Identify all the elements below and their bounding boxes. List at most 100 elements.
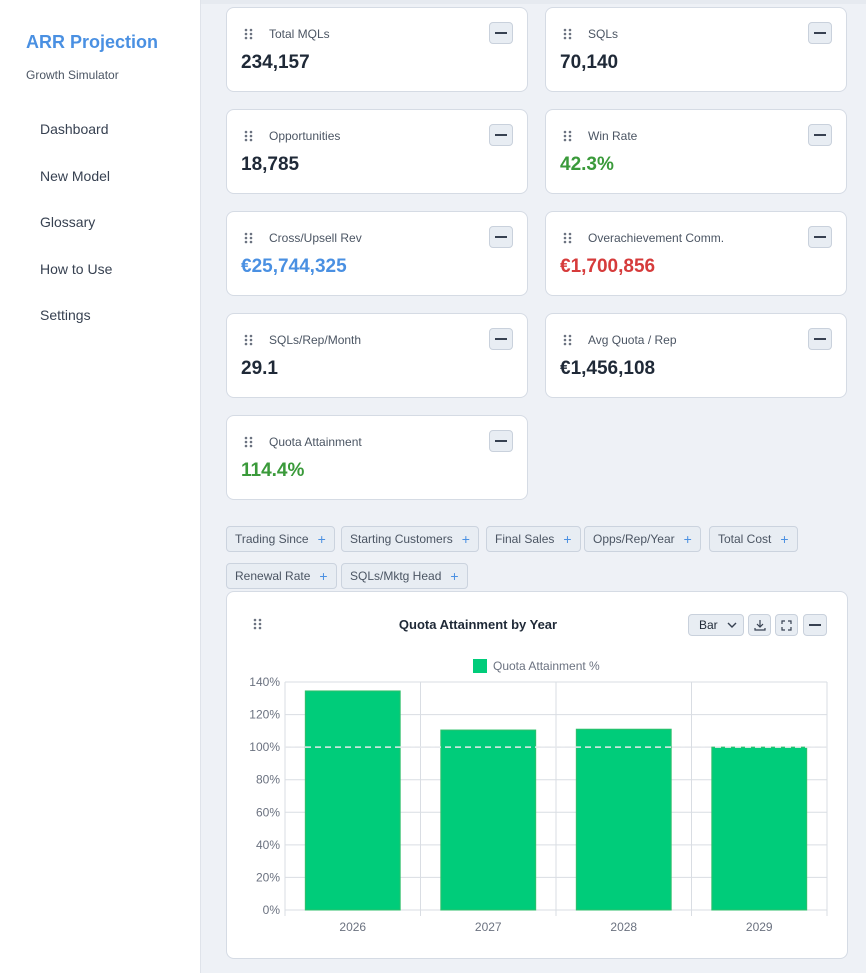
minimize-button[interactable]	[808, 328, 832, 350]
metric-card-avg-quota-rep: Avg Quota / Rep €1,456,108	[545, 313, 847, 398]
chip-label: Trading Since	[235, 532, 309, 546]
y-tick-label: 40%	[256, 838, 280, 852]
chart-type-value: Bar	[699, 618, 718, 632]
bar	[304, 690, 401, 911]
download-icon	[753, 620, 766, 631]
metric-value: 18,785	[241, 154, 300, 175]
minus-icon	[814, 338, 826, 340]
plus-icon: +	[450, 568, 459, 584]
minus-icon	[495, 134, 507, 136]
metric-label: SQLs/Rep/Month	[269, 333, 362, 347]
drag-handle-icon[interactable]	[244, 28, 254, 40]
y-tick-label: 140%	[249, 675, 280, 689]
drag-handle-icon[interactable]	[244, 334, 254, 346]
sidebar-item-glossary[interactable]: Glossary	[40, 214, 96, 230]
minimize-button[interactable]	[808, 226, 832, 248]
fullscreen-icon	[781, 619, 792, 631]
minimize-button[interactable]	[489, 328, 513, 350]
minimize-button[interactable]	[803, 614, 827, 636]
minimize-button[interactable]	[489, 124, 513, 146]
bar	[440, 729, 537, 911]
plus-icon: +	[461, 531, 470, 547]
sidebar-nav: Dashboard New Model Glossary How to Use …	[40, 121, 112, 354]
metric-value: 234,157	[241, 52, 310, 73]
minus-icon	[809, 624, 821, 626]
x-tick-label: 2029	[746, 920, 773, 934]
metric-card-win-rate: Win Rate 42.3%	[545, 109, 847, 194]
plus-icon: +	[683, 531, 692, 547]
metric-card-sqls: SQLs 70,140	[545, 7, 847, 92]
minimize-button[interactable]	[808, 22, 832, 44]
metric-card-total-mqls: Total MQLs 234,157	[226, 7, 528, 92]
minus-icon	[495, 236, 507, 238]
minimize-button[interactable]	[489, 22, 513, 44]
add-metric-chip-sqls-mktg-head[interactable]: SQLs/Mktg Head +	[341, 563, 468, 589]
metric-value: 42.3%	[560, 154, 614, 175]
sidebar-item-how-to-use[interactable]: How to Use	[40, 260, 113, 277]
x-tick-label: 2026	[339, 920, 366, 934]
minus-icon	[495, 32, 507, 34]
metric-card-quota-attainment: Quota Attainment 114.4%	[226, 415, 528, 500]
minimize-button[interactable]	[489, 430, 513, 452]
drag-handle-icon[interactable]	[244, 130, 254, 142]
add-metric-chip-renewal-rate[interactable]: Renewal Rate +	[226, 563, 337, 589]
bar	[711, 746, 808, 911]
drag-handle-icon[interactable]	[563, 130, 573, 142]
metric-card-sqls-rep-month: SQLs/Rep/Month 29.1	[226, 313, 528, 398]
plus-icon: +	[780, 531, 789, 547]
chevron-down-icon	[727, 622, 737, 628]
metric-label: SQLs	[588, 27, 619, 41]
plus-icon: +	[319, 568, 328, 584]
add-metric-chip-final-sales[interactable]: Final Sales +	[486, 526, 581, 552]
x-tick-label: 2027	[475, 920, 502, 934]
y-tick-label: 20%	[256, 870, 280, 884]
chip-label: Total Cost	[718, 532, 772, 546]
metric-card-cross-upsell-rev: Cross/Upsell Rev €25,744,325	[226, 211, 528, 296]
drag-handle-icon[interactable]	[253, 618, 263, 630]
y-tick-label: 100%	[249, 740, 280, 754]
fullscreen-button[interactable]	[775, 614, 798, 636]
drag-handle-icon[interactable]	[563, 334, 573, 346]
metric-card-overachievement-comm: Overachievement Comm. €1,700,856	[545, 211, 847, 296]
add-metric-chip-starting-customers[interactable]: Starting Customers +	[341, 526, 479, 552]
chip-label: SQLs/Mktg Head	[350, 569, 442, 583]
chart-type-select[interactable]: Bar	[688, 614, 744, 636]
metric-value: €1,700,856	[560, 256, 656, 277]
minus-icon	[814, 134, 826, 136]
metric-label: Win Rate	[588, 129, 638, 143]
metric-label: Overachievement Comm.	[588, 231, 725, 245]
sidebar-item-new-model[interactable]: New Model	[40, 167, 111, 184]
metric-value: 29.1	[241, 358, 278, 379]
chart-card: Quota Attainment by Year Bar 0% 20% 40% 60%…	[226, 591, 848, 959]
plus-icon: +	[563, 531, 572, 547]
y-tick-label: 80%	[256, 773, 280, 787]
drag-handle-icon[interactable]	[563, 232, 573, 244]
minimize-button[interactable]	[489, 226, 513, 248]
download-button[interactable]	[748, 614, 771, 636]
add-metric-chip-trading-since[interactable]: Trading Since +	[226, 526, 335, 552]
chart-title: Quota Attainment by Year	[398, 617, 558, 632]
y-tick-label: 120%	[249, 708, 280, 722]
drag-handle-icon[interactable]	[563, 28, 573, 40]
chip-label: Opps/Rep/Year	[593, 532, 675, 546]
top-strip	[0, 0, 866, 4]
add-metric-chip-opps-rep-year[interactable]: Opps/Rep/Year +	[584, 526, 701, 552]
drag-handle-icon[interactable]	[244, 232, 254, 244]
metric-label: Quota Attainment	[269, 435, 362, 449]
chip-label: Final Sales	[495, 532, 555, 546]
x-tick-label: 2028	[610, 920, 637, 934]
metric-value: €25,744,325	[241, 256, 347, 277]
app-title: ARR Projection	[26, 32, 159, 52]
sidebar-item-dashboard[interactable]: Dashboard	[40, 121, 109, 137]
legend-label: Quota Attainment %	[493, 659, 600, 673]
add-metric-chip-total-cost[interactable]: Total Cost +	[709, 526, 798, 552]
y-tick-label: 60%	[256, 805, 280, 819]
minimize-button[interactable]	[808, 124, 832, 146]
chip-label: Renewal Rate	[235, 569, 311, 583]
drag-handle-icon[interactable]	[244, 436, 254, 448]
plus-icon: +	[317, 531, 326, 547]
y-tick-label: 0%	[263, 903, 281, 917]
minus-icon	[814, 32, 826, 34]
sidebar-item-settings[interactable]: Settings	[40, 307, 91, 323]
metric-value: 114.4%	[241, 460, 305, 481]
